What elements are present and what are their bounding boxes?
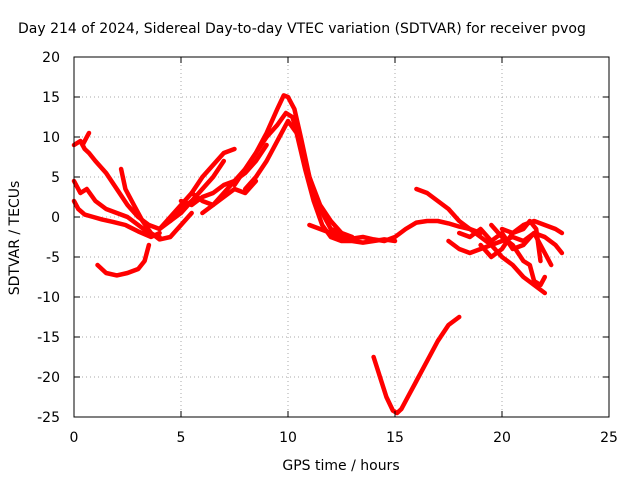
series-arc-20: [489, 222, 548, 288]
series-arc-14: [307, 218, 483, 244]
x-tick-label: 20: [493, 430, 511, 446]
series-arc-7: [157, 146, 237, 232]
y-tick-label: -25: [37, 410, 60, 426]
y-tick-label: 5: [51, 170, 60, 186]
series-arc-4: [80, 130, 92, 148]
series-arc-16: [414, 186, 548, 296]
y-tick-label: -10: [37, 290, 60, 306]
y-tick-label: 15: [42, 90, 60, 106]
data-traces: [71, 93, 565, 416]
y-tick-labels: -25 -20 -15 -10 -5 0 5 10 15 20: [37, 50, 60, 426]
x-tick-label: 25: [600, 430, 618, 446]
series-arc-1: [71, 178, 162, 240]
series-arc-12: [232, 110, 355, 240]
plot-frame: [73, 56, 610, 418]
y-axis-label: SDTVAR / TECUs: [7, 181, 23, 296]
series-arc-2: [71, 198, 162, 240]
x-tick-labels: 0 5 10 15 20 25: [70, 430, 618, 446]
x-tick-label: 10: [279, 430, 297, 446]
y-tick-label: 20: [42, 50, 60, 66]
x-tick-label: 15: [386, 430, 404, 446]
series-arc-15: [371, 314, 462, 416]
series-arc-9: [178, 142, 269, 208]
series-arc-6: [118, 166, 194, 242]
axis-ticks: [73, 56, 610, 418]
series-arc-10: [189, 178, 259, 208]
y-tick-label: -15: [37, 330, 60, 346]
series-arc-13: [242, 118, 398, 245]
y-tick-label: -20: [37, 370, 60, 386]
y-tick-label: 0: [51, 210, 60, 226]
x-tick-label: 0: [70, 430, 79, 446]
series-arc-5: [95, 242, 152, 278]
y-tick-label: 10: [42, 130, 60, 146]
x-axis-label: GPS time / hours: [282, 458, 399, 474]
chart-title: Day 214 of 2024, Sidereal Day-to-day VTE…: [18, 21, 586, 37]
x-tick-label: 5: [177, 430, 186, 446]
series-arc-21: [499, 218, 565, 236]
y-tick-label: -5: [46, 250, 60, 266]
